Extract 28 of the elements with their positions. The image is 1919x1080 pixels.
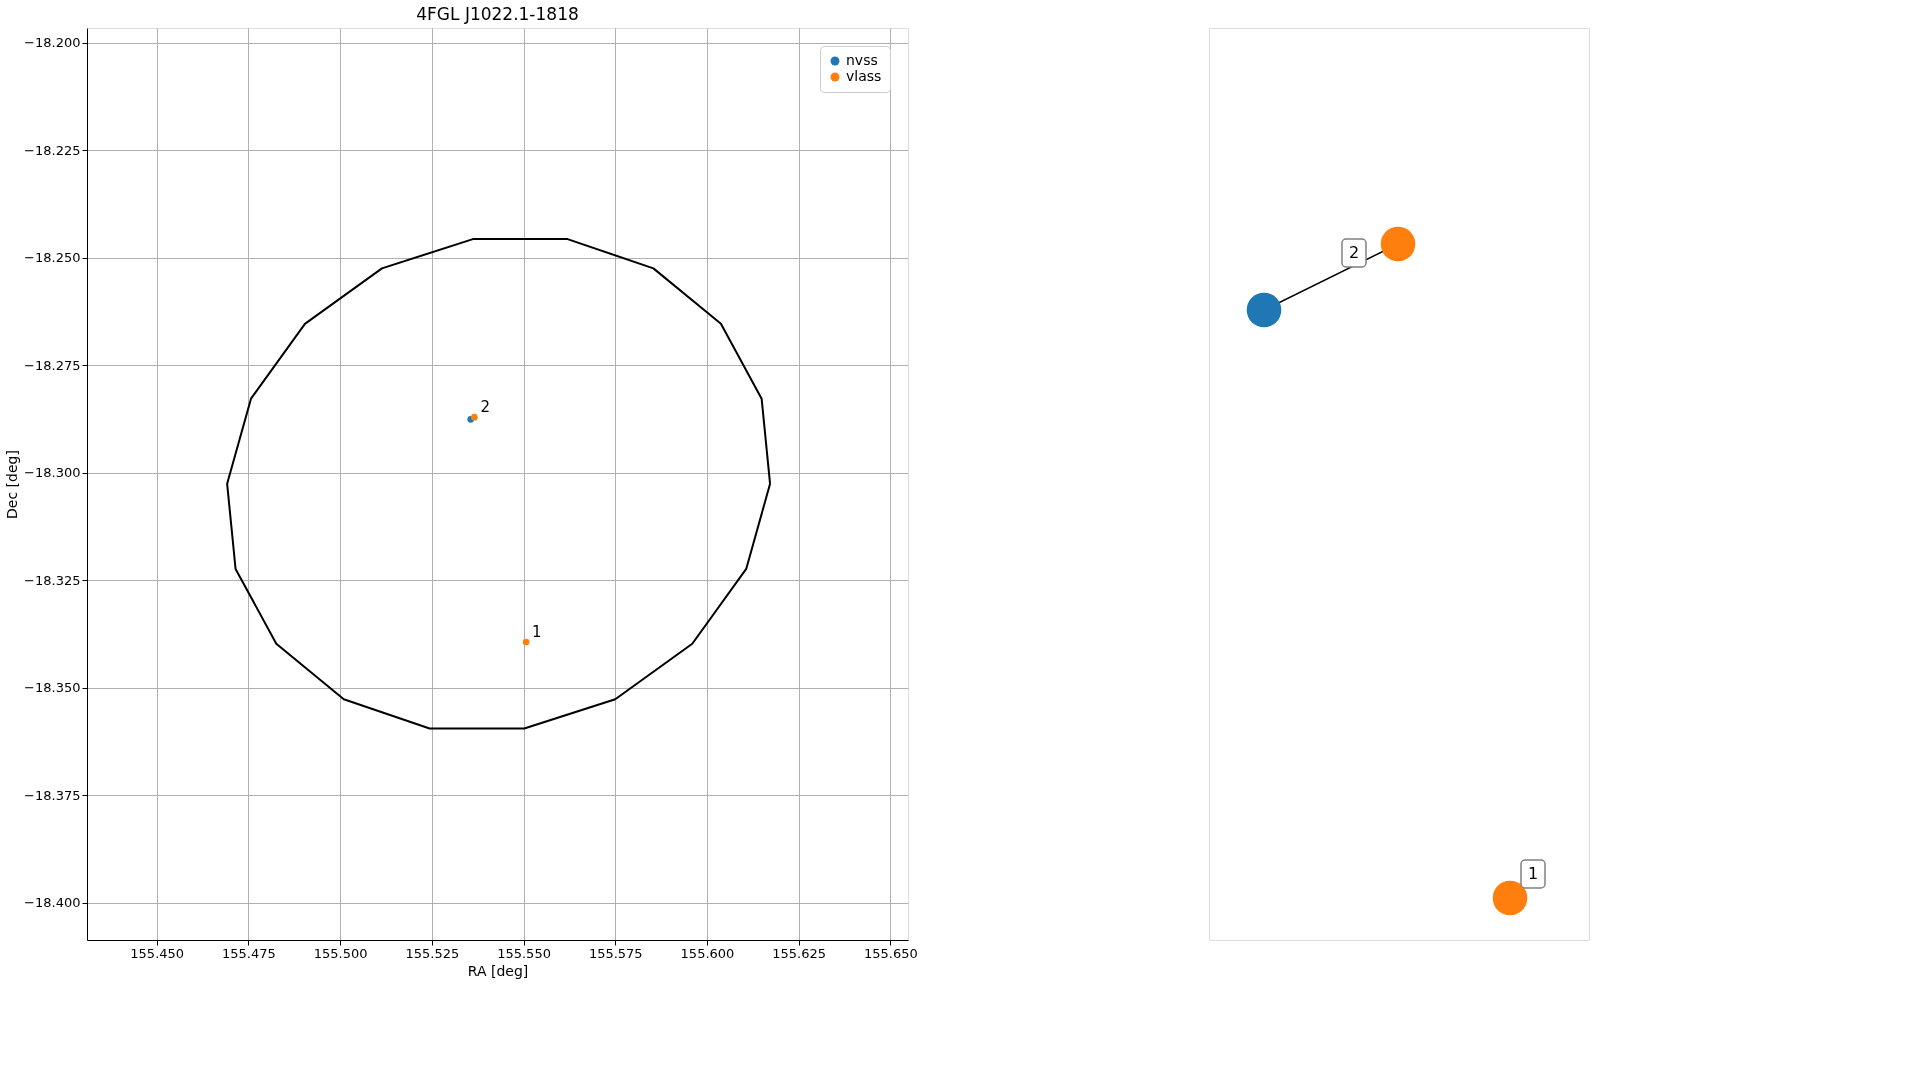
x-tick-label: 155.500 [313,945,368,961]
x-tick-label: 155.650 [864,945,918,961]
y-tick-label: −18.225 [24,142,81,158]
chart-title: 4FGL J1022.1-1818 [416,4,579,24]
y-tick-label: −18.275 [24,357,81,373]
y-tick-label: −18.400 [24,895,81,911]
y-tick-label: −18.300 [24,465,81,481]
legend-label: vlass [846,68,882,84]
y-tick-label: −18.375 [24,787,81,803]
point [522,638,530,646]
y-tick-label: −18.325 [24,572,81,588]
y-axis-title: Dec [deg] [4,450,21,519]
text: 1 [1527,864,1539,883]
annotation: 2 [480,398,490,417]
x-tick-label: 155.525 [405,945,460,961]
x-tick-label: 155.575 [588,945,643,961]
x-tick-label: 155.600 [680,945,735,961]
y-tick-label: −18.350 [24,680,81,696]
y-tick-label: −18.250 [24,250,81,266]
x-tick-label: 155.450 [130,945,185,961]
y-tick-label: −18.200 [24,35,81,51]
point [471,413,478,421]
legend-label: nvss [846,52,878,68]
x-tick-label: 155.475 [222,945,276,961]
x-axis-title: RA [deg] [467,962,529,979]
x-tick-label: 155.625 [772,945,827,961]
annotation: 1 [532,623,542,642]
x-tick-label: 155.550 [497,945,551,961]
